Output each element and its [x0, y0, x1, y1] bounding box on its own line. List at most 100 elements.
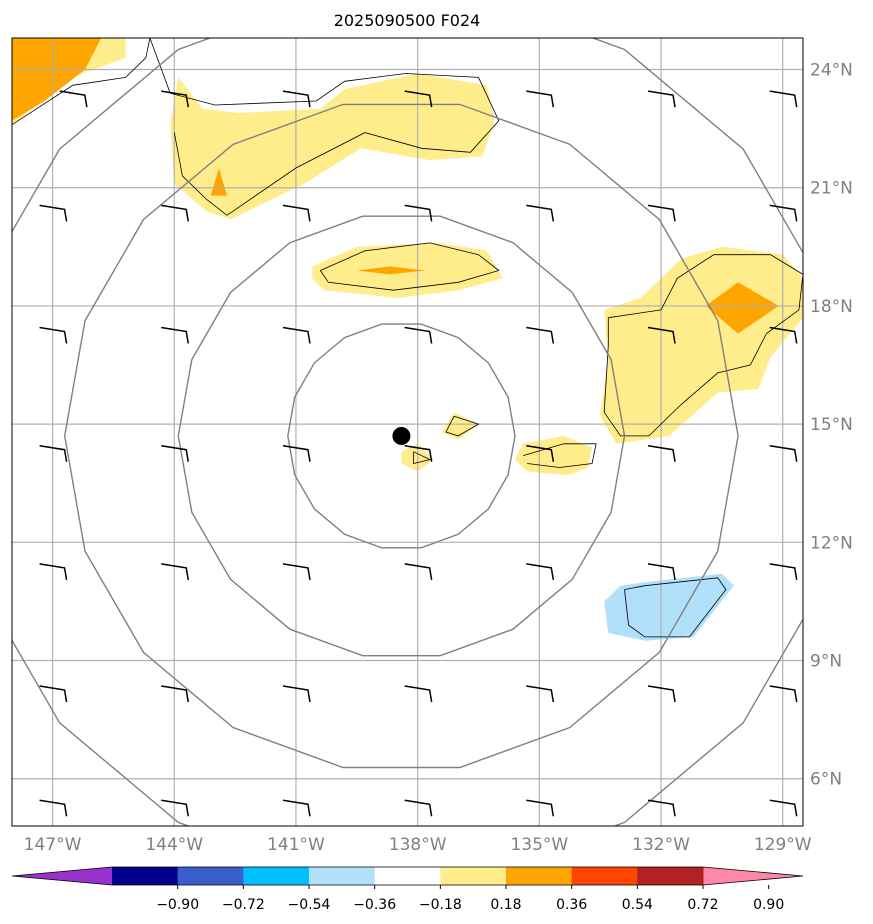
contour-line-3	[603, 254, 803, 437]
filled-region-9	[442, 412, 479, 440]
colorbar-bin	[571, 867, 638, 885]
map-frame	[11, 37, 804, 827]
colorbar-bin	[309, 867, 376, 885]
wind-barb-4	[526, 204, 555, 222]
wind-barb-29	[161, 685, 189, 703]
wind-barb-7	[39, 326, 68, 344]
lon-tick-label: 129°W	[754, 835, 812, 855]
wind-barb-23	[282, 563, 311, 581]
filled-region-1	[12, 38, 102, 121]
wind-barb-33	[647, 685, 676, 703]
colorbar-bin	[506, 867, 573, 885]
colorbar-extend-low	[12, 867, 112, 885]
map-plot-area	[12, 38, 803, 826]
latitude-labels: 24°N 21°N 18°N 15°N 12°N 9°N 6°N	[810, 61, 853, 790]
contour-line-4	[522, 443, 597, 468]
lat-tick-label: 9°N	[810, 652, 842, 672]
colorbar-tick-label: −0.36	[353, 897, 396, 913]
colorbar-tick-label: 0.36	[556, 897, 587, 913]
wind-barb-26	[647, 563, 676, 581]
lon-tick-label: 147°W	[24, 835, 82, 855]
wind-barb-47	[647, 90, 676, 108]
wind-barb-43	[161, 90, 189, 108]
wind-barb-6	[769, 204, 798, 222]
colorbar-outline	[11, 866, 804, 886]
lon-tick-label: 135°W	[510, 835, 568, 855]
chart-title: 2025090500 F024	[334, 11, 481, 30]
filled-region-3	[210, 168, 227, 196]
wind-barb-11	[526, 326, 555, 344]
filled-region-7	[705, 282, 779, 334]
wind-barb-25	[526, 563, 555, 581]
wind-barb-17	[404, 444, 433, 462]
wind-barb-48	[769, 90, 798, 108]
wind-barb-38	[404, 799, 433, 817]
lon-tick-label: 144°W	[145, 835, 203, 855]
colorbar-tick-label: −0.18	[419, 897, 462, 913]
lat-tick-label: 21°N	[810, 179, 853, 199]
wind-barb-5	[647, 204, 676, 222]
wind-barb-3	[404, 204, 433, 222]
filled-region-6	[600, 246, 803, 444]
colorbar-bin	[440, 867, 507, 885]
range-ring-0	[287, 323, 516, 549]
lat-tick-label: 6°N	[810, 770, 842, 790]
wind-barb-42	[59, 90, 88, 108]
wind-barb-31	[404, 685, 433, 703]
lat-tick-label: 15°N	[810, 415, 853, 435]
wind-barb-44	[282, 90, 311, 108]
wind-barb-40	[647, 799, 676, 817]
wind-barb-46	[526, 90, 555, 108]
lon-tick-label: 138°W	[389, 835, 447, 855]
wind-barb-22	[161, 563, 189, 581]
wind-barb-10	[404, 326, 433, 344]
contour-line-2	[319, 242, 500, 291]
contour-line-0	[12, 38, 151, 126]
wind-barb-9	[282, 326, 311, 344]
colorbar-bin	[374, 867, 441, 885]
wind-barb-37	[282, 799, 311, 817]
range-ring-2	[63, 103, 739, 769]
wind-barb-15	[161, 444, 189, 462]
colorbar-bin	[637, 867, 704, 885]
wind-barb-1	[161, 204, 189, 222]
colorbar-bin	[243, 867, 310, 885]
wind-barb-27	[769, 563, 798, 581]
contour-line-5	[445, 415, 480, 437]
colorbar-extend-high	[703, 867, 803, 885]
wind-barb-20	[769, 444, 798, 462]
wind-barb-18	[526, 444, 555, 462]
wind-barb-21	[39, 563, 68, 581]
wind-barb-2	[282, 204, 311, 222]
range-ring-3	[12, 38, 803, 826]
wind-barb-30	[282, 685, 311, 703]
wind-barb-0	[39, 204, 68, 222]
lat-tick-label: 24°N	[810, 61, 853, 81]
lon-tick-label: 141°W	[267, 835, 325, 855]
lon-tick-label: 132°W	[632, 835, 690, 855]
colorbar-tick-label: 0.18	[490, 897, 521, 913]
wind-barb-28	[39, 685, 68, 703]
colorbar: −0.90 −0.72 −0.54 −0.36 −0.18 0.18 0.36 0.54 0.7…	[11, 866, 804, 913]
contour-line-1	[149, 38, 500, 216]
colorbar-tick-label: −0.72	[222, 897, 265, 913]
longitude-labels: 147°W 144°W 141°W 138°W 135°W 132°W 129°W	[24, 835, 812, 855]
wind-barb-12	[647, 326, 676, 344]
filled-region-8	[515, 435, 593, 476]
colorbar-bin	[177, 867, 244, 885]
colorbar-tick-label: −0.90	[156, 897, 199, 913]
wind-barb-19	[647, 444, 676, 462]
range-ring-1	[177, 215, 626, 657]
wind-barb-13	[769, 326, 798, 344]
wind-barb-14	[39, 444, 68, 462]
colorbar-tick-label: 0.72	[687, 897, 718, 913]
wind-barb-45	[404, 90, 433, 108]
contour-line-7	[624, 577, 727, 638]
contour-line-6	[413, 451, 431, 465]
wind-barb-36	[161, 799, 189, 817]
filled-region-11	[604, 573, 734, 641]
storm-center-marker	[392, 426, 411, 445]
filled-region-2	[170, 73, 495, 220]
wind-barb-16	[282, 444, 311, 462]
wind-barb-24	[404, 563, 433, 581]
